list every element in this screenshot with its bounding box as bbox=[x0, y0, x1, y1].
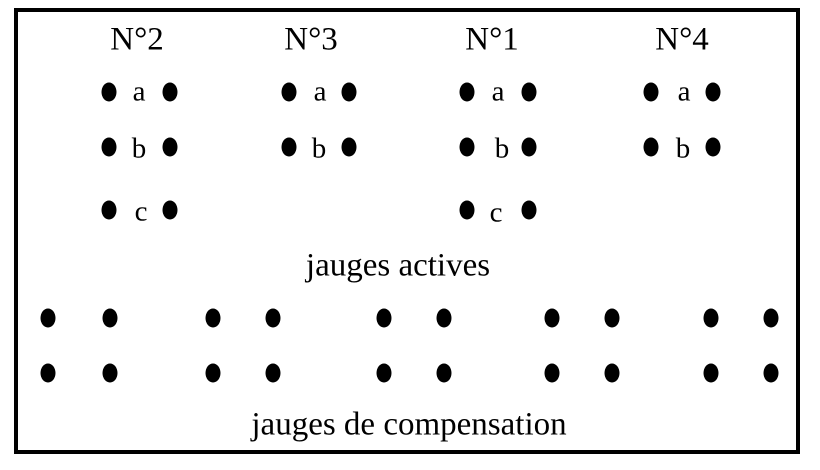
gauge-title-n2: N°2 bbox=[110, 21, 164, 58]
gauge-n3-letter-a: a bbox=[313, 75, 327, 108]
gauge-n3-letter-b: b bbox=[311, 132, 327, 165]
gauge-n1-letter-c: c bbox=[489, 196, 503, 229]
gauge-n4-b-left-dot bbox=[643, 137, 659, 157]
gauge-n4-a-right-dot bbox=[705, 82, 721, 102]
gauge-n1-a-right-dot bbox=[521, 82, 537, 102]
gauge-n4-b-right-dot bbox=[705, 137, 721, 157]
gauge-n4-a-left-dot bbox=[643, 82, 659, 102]
diagram-frame bbox=[14, 8, 800, 454]
gauge-n2-b-right-dot bbox=[162, 137, 178, 157]
compensation-dot bbox=[102, 308, 118, 328]
gauge-n2-c-left-dot bbox=[101, 200, 117, 220]
gauge-title-n4: N°4 bbox=[655, 21, 709, 58]
compensation-dot bbox=[40, 363, 56, 383]
compensation-dot bbox=[703, 363, 719, 383]
compensation-dot bbox=[544, 308, 560, 328]
gauge-n3-b-right-dot bbox=[341, 137, 357, 157]
gauge-n2-letter-b: b bbox=[131, 132, 147, 165]
compensation-dot bbox=[544, 363, 560, 383]
compensation-dot bbox=[205, 363, 221, 383]
compensation-dot bbox=[265, 308, 281, 328]
gauge-n2-letter-a: a bbox=[132, 75, 146, 108]
compensation-dot bbox=[265, 363, 281, 383]
gauge-n2-c-right-dot bbox=[162, 200, 178, 220]
gauge-n1-b-left-dot bbox=[459, 137, 475, 157]
gauge-n1-a-left-dot bbox=[459, 82, 475, 102]
gauge-n3-a-right-dot bbox=[341, 82, 357, 102]
gauge-title-n3: N°3 bbox=[284, 21, 338, 58]
gauge-n2-a-right-dot bbox=[162, 82, 178, 102]
compensation-dot bbox=[376, 363, 392, 383]
gauge-n1-c-right-dot bbox=[521, 200, 537, 220]
gauge-n1-letter-b: b bbox=[494, 132, 510, 165]
compensation-dot bbox=[376, 308, 392, 328]
gauge-n4-letter-a: a bbox=[677, 75, 691, 108]
gauge-n3-b-left-dot bbox=[281, 137, 297, 157]
gauge-n4-letter-b: b bbox=[675, 132, 691, 165]
gauge-n1-c-left-dot bbox=[459, 200, 475, 220]
compensation-dot bbox=[763, 363, 779, 383]
compensation-dot bbox=[436, 363, 452, 383]
gauge-title-n1: N°1 bbox=[465, 21, 519, 58]
compensation-dot bbox=[703, 308, 719, 328]
active-gauges-caption: jauges actives bbox=[305, 247, 491, 284]
compensation-dot bbox=[436, 308, 452, 328]
compensation-dot bbox=[40, 308, 56, 328]
gauge-n2-letter-c: c bbox=[134, 195, 148, 228]
gauge-n1-letter-a: a bbox=[491, 75, 505, 108]
gauge-n3-a-left-dot bbox=[281, 82, 297, 102]
gauge-n2-b-left-dot bbox=[101, 137, 117, 157]
compensation-dot bbox=[763, 308, 779, 328]
compensation-dot bbox=[102, 363, 118, 383]
compensation-dot bbox=[604, 308, 620, 328]
gauge-n1-b-right-dot bbox=[521, 137, 537, 157]
compensation-gauges-caption: jauges de compensation bbox=[251, 406, 567, 443]
compensation-dot bbox=[205, 308, 221, 328]
gauge-n2-a-left-dot bbox=[101, 82, 117, 102]
compensation-dot bbox=[604, 363, 620, 383]
